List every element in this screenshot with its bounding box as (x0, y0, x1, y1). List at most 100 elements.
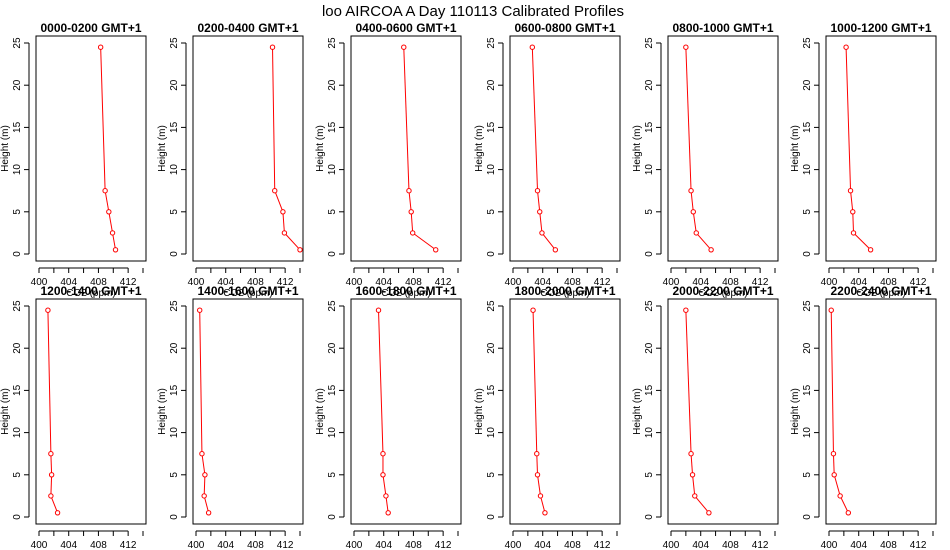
panel-11: 2000-2200 GMT+1 400 404 408 412 CO2 (ppm) 0 5 10… (632, 284, 779, 550)
x-tick-label: 408 (405, 540, 422, 550)
y-tick-label: 0 (12, 514, 23, 520)
y-tick-label: 25 (12, 300, 23, 312)
profile-line-segment (685, 47, 692, 191)
panel-title: 1000-1200 GMT+1 (830, 21, 931, 35)
profile-line-segment (541, 232, 556, 251)
y-tick-label: 20 (12, 79, 23, 91)
profile-line-segment (50, 495, 59, 513)
figure-title: loo AIRCOA A Day 110113 Calibrated Profi… (322, 3, 624, 20)
plot-frame (350, 298, 462, 525)
y-tick-label: 0 (169, 514, 180, 520)
data-point (375, 307, 382, 313)
y-axis: 0 5 10 15 20 25 Height (m) (632, 37, 662, 257)
profile-line-segment (531, 47, 539, 191)
y-axis: 0 5 10 15 20 25 Height (m) (157, 37, 187, 257)
x-tick-label: 404 (692, 277, 709, 288)
y-tick-label: 5 (169, 472, 180, 478)
data-point (690, 209, 696, 215)
y-tick-label: 15 (327, 384, 338, 396)
y-axis-label: Height (m) (474, 125, 485, 172)
profile-series (529, 44, 559, 253)
data-point (433, 247, 439, 253)
panel-title: 1600-1800 GMT+1 (355, 284, 456, 298)
profile-series (683, 307, 712, 516)
data-point (539, 230, 545, 236)
x-tick-label: 408 (880, 540, 897, 550)
x-tick-label: 400 (663, 277, 680, 288)
panel-title: 0000-0200 GMT+1 (40, 21, 141, 35)
panel-4: 0600-0800 GMT+1 400 404 408 412 CO2 (ppm) 0 5 10… (474, 21, 621, 299)
y-tick-label: 15 (486, 384, 497, 396)
data-point (48, 493, 54, 499)
panel-12: 2200-2400 GMT+1 400 404 408 412 CO2 (ppm) 0 5 10… (790, 284, 937, 550)
y-tick-label: 25 (12, 37, 23, 49)
x-tick-label: 412 (435, 277, 452, 288)
data-point (202, 472, 208, 478)
profile-series (45, 307, 61, 516)
plot-frame (825, 35, 937, 262)
panel-title: 2000-2200 GMT+1 (672, 284, 773, 298)
data-point (837, 493, 843, 499)
y-tick-label: 25 (802, 37, 813, 49)
profile-line-segment (536, 453, 539, 475)
x-tick-label: 404 (692, 540, 709, 550)
data-point (843, 44, 849, 50)
profile-line-segment (845, 47, 852, 191)
x-tick-label: 412 (594, 277, 611, 288)
x-tick-label: 408 (564, 540, 581, 550)
profile-line-segment (690, 190, 694, 212)
y-tick-label: 10 (169, 164, 180, 176)
x-tick-label: 404 (534, 277, 551, 288)
profile-line-segment (692, 211, 697, 233)
plot-frame (667, 298, 779, 525)
data-point (530, 307, 536, 313)
x-tick-label: 404 (375, 277, 392, 288)
data-point (383, 493, 389, 499)
y-tick-label: 5 (486, 209, 497, 215)
data-point (847, 188, 854, 194)
data-point (401, 44, 407, 50)
x-tick-label: 412 (594, 540, 611, 550)
data-point (831, 472, 837, 478)
y-axis-label: Height (m) (790, 388, 801, 435)
y-tick-label: 25 (486, 300, 497, 312)
profile-line-segment (378, 310, 384, 454)
x-tick-label: 408 (564, 277, 581, 288)
profile-line-segment (690, 453, 694, 475)
profile-line-segment (203, 495, 210, 513)
y-tick-label: 15 (644, 121, 655, 133)
y-tick-label: 0 (802, 251, 813, 257)
x-tick-label: 408 (722, 540, 739, 550)
data-point (708, 247, 714, 253)
y-tick-label: 10 (12, 427, 23, 439)
y-tick-label: 25 (169, 37, 180, 49)
data-point (380, 472, 386, 478)
x-tick-label: 408 (247, 277, 264, 288)
y-axis-label: Height (m) (632, 125, 643, 172)
profile-line-segment (537, 474, 541, 496)
profile-line-segment (104, 190, 110, 212)
panel-title: 1800-2000 GMT+1 (514, 284, 615, 298)
y-tick-label: 20 (169, 342, 180, 354)
panel-title: 0600-0800 GMT+1 (514, 21, 615, 35)
panel-10: 1800-2000 GMT+1 400 404 408 412 CO2 (ppm) 0 5 10… (474, 284, 621, 550)
profile-series (375, 307, 391, 516)
y-axis-label: Height (m) (474, 388, 485, 435)
y-tick-label: 5 (644, 209, 655, 215)
y-axis: 0 5 10 15 20 25 Height (m) (315, 300, 345, 520)
x-tick-label: 412 (277, 540, 294, 550)
x-tick-label: 408 (722, 277, 739, 288)
y-tick-label: 5 (644, 472, 655, 478)
data-point (280, 209, 286, 215)
x-tick-label: 412 (910, 540, 927, 550)
profile-series (843, 44, 874, 253)
profile-line-segment (853, 232, 871, 251)
y-tick-label: 5 (327, 209, 338, 215)
